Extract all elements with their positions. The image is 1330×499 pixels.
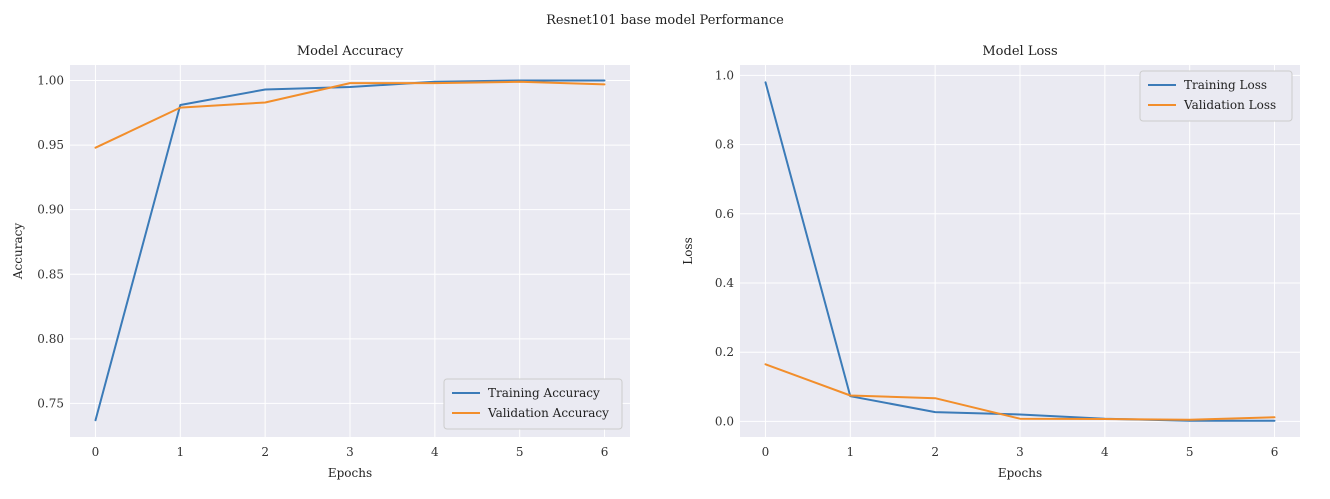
loss-y-tick-label: 1.0: [715, 68, 734, 82]
loss-y-tick-label: 0.8: [715, 138, 734, 152]
loss-x-tick-label: 0: [762, 445, 770, 459]
loss-legend-box: [1139, 70, 1293, 122]
accuracy-x-tick-label: 3: [346, 445, 354, 459]
accuracy-x-tick-label: 4: [431, 445, 439, 459]
accuracy-y-tick-label: 0.90: [37, 203, 64, 217]
loss-chart-title: Model Loss: [982, 44, 1057, 59]
accuracy-legend: Training Accuracy Validation Accuracy: [443, 378, 623, 430]
accuracy-legend-label: Validation Accuracy: [487, 406, 609, 420]
accuracy-x-tick-label: 1: [176, 445, 184, 459]
accuracy-series-line-validation-accuracy: [94, 80, 606, 149]
accuracy-y-tick-label: 0.80: [37, 332, 64, 346]
accuracy-x-tick-label: 6: [601, 445, 609, 459]
loss-legend-label: Validation Loss: [1183, 98, 1276, 112]
accuracy-x-axis-label: Epochs: [328, 466, 372, 480]
accuracy-legend-box: [443, 378, 623, 430]
loss-x-tick-label: 4: [1101, 445, 1109, 459]
accuracy-chart-title: Model Accuracy: [297, 44, 404, 59]
loss-y-tick-label: 0.6: [715, 207, 734, 221]
loss-y-tick-label: 0.0: [715, 414, 734, 428]
accuracy-chart: 0.75 0.80 0.85 0.90 0.95 1.00 0 1 2 3 4 5 6 Model Acc…: [11, 44, 630, 480]
loss-chart: 0.0 0.2 0.4 0.6 0.8 1.0 0 1 2 3 4 5 6 Model Loss Epoch…: [681, 44, 1300, 480]
accuracy-series-line-training-accuracy: [94, 79, 606, 422]
loss-legend: Training Loss Validation Loss: [1139, 70, 1293, 122]
accuracy-y-tick-label: 0.75: [37, 396, 64, 410]
accuracy-y-tick-label: 1.00: [37, 74, 64, 88]
accuracy-legend-label: Training Accuracy: [488, 386, 600, 400]
accuracy-x-tick-label: 5: [516, 445, 524, 459]
accuracy-x-tick-label: 2: [261, 445, 269, 459]
loss-x-tick-label: 6: [1271, 445, 1279, 459]
accuracy-y-axis-label: Accuracy: [11, 223, 25, 280]
loss-y-axis-label: Loss: [681, 237, 695, 265]
loss-series-line-validation-loss: [764, 363, 1276, 421]
accuracy-y-tick-label: 0.95: [37, 138, 64, 152]
loss-y-tick-label: 0.4: [715, 276, 734, 290]
loss-x-tick-label: 2: [931, 445, 939, 459]
loss-x-axis-label: Epochs: [998, 466, 1042, 480]
figure-title: Resnet101 base model Performance: [546, 13, 784, 28]
loss-x-tick-label: 1: [846, 445, 854, 459]
loss-x-tick-label: 5: [1186, 445, 1194, 459]
accuracy-y-tick-label: 0.85: [37, 267, 64, 281]
loss-x-tick-label: 3: [1016, 445, 1024, 459]
loss-y-tick-label: 0.2: [715, 345, 734, 359]
accuracy-x-tick-label: 0: [92, 445, 100, 459]
loss-legend-label: Training Loss: [1184, 78, 1267, 92]
